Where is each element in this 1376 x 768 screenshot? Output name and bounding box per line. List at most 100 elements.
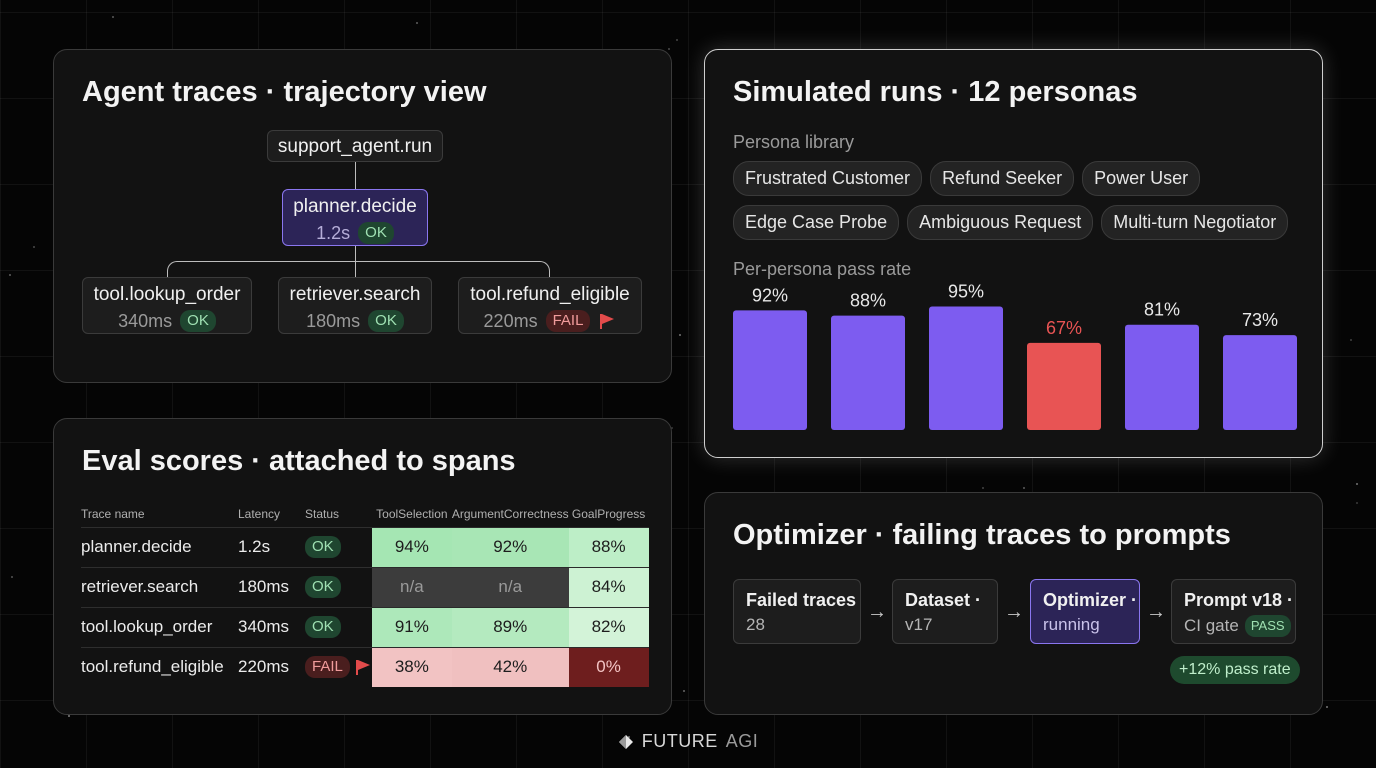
step-title: Failed traces <box>746 590 857 610</box>
pass-rate-label: Per-persona pass rate <box>733 259 912 279</box>
step-failed-traces[interactable]: Failed traces 28 <box>733 579 861 644</box>
bar[interactable] <box>831 315 905 430</box>
status-badge: FAIL <box>305 656 350 679</box>
step-sub: 28 <box>746 615 765 634</box>
persona-chip[interactable]: Refund Seeker <box>930 161 1075 196</box>
cell-trace-name: tool.refund_eligible <box>81 646 238 687</box>
trace-node-refund-eligible[interactable]: tool.refund_eligible 220ms FAIL <box>458 277 642 334</box>
brand-logo-icon <box>618 734 633 749</box>
col-latency: Latency <box>238 506 281 521</box>
persona-chip[interactable]: Power User <box>1082 161 1201 196</box>
node-name: retriever.search <box>289 284 421 305</box>
cell-status: FAIL <box>305 646 372 687</box>
eval-table: Trace name Latency Status ToolSelection … <box>81 501 649 687</box>
star <box>416 22 418 24</box>
node-latency: 340ms <box>118 310 173 331</box>
step-optimizer[interactable]: Optimizer · running <box>1030 579 1140 644</box>
bar[interactable] <box>733 310 807 430</box>
trace-node-retriever-search[interactable]: retriever.search 180ms OK <box>278 277 432 334</box>
step-sub: CI gate <box>1184 616 1239 635</box>
trace-node-planner[interactable]: planner.decide 1.2s OK <box>282 189 428 246</box>
cell-trace-name: retriever.search <box>81 566 238 607</box>
star <box>683 690 685 692</box>
status-badge: OK <box>180 310 216 332</box>
star <box>982 487 984 489</box>
score-cell: 91% <box>371 606 452 647</box>
score-cell: 0% <box>568 646 649 687</box>
pass-rate-chart: 92% 88% 95% 67% 81% 73% <box>733 282 1297 431</box>
arrow-right-icon: → <box>1146 601 1166 623</box>
col-status: Status <box>305 506 340 521</box>
step-title: Prompt v18 · <box>1184 590 1294 610</box>
step-title: Dataset · <box>905 590 982 610</box>
cell-latency: 1.2s <box>238 526 305 567</box>
cell-trace-name: tool.lookup_order <box>81 606 238 647</box>
node-latency: 1.2s <box>316 222 351 243</box>
star <box>668 48 670 50</box>
cell-latency: 220ms <box>238 646 305 687</box>
star <box>1326 706 1328 708</box>
step-title: Optimizer · <box>1043 590 1138 610</box>
col-trace-name: Trace name <box>81 506 145 521</box>
star <box>112 16 114 18</box>
step-dataset[interactable]: Dataset · v17 <box>892 579 998 644</box>
score-cell: n/a <box>371 566 452 607</box>
persona-chips: Frustrated Customer Refund Seeker Power Us… <box>733 161 1303 249</box>
table-row[interactable]: retriever.search 180ms OK n/a n/a 84% <box>81 566 649 607</box>
star <box>1023 487 1025 489</box>
step-prompt-v18[interactable]: Prompt v18 · CI gate PASS <box>1171 579 1296 644</box>
cell-trace-name: planner.decide <box>81 526 238 567</box>
red-flag-icon <box>354 658 372 676</box>
red-flag-icon <box>598 312 616 330</box>
bar[interactable] <box>1027 342 1101 430</box>
star <box>1350 339 1352 341</box>
node-name: planner.decide <box>293 196 417 217</box>
score-cell: 42% <box>451 646 569 687</box>
score-cell: 89% <box>451 606 569 647</box>
persona-chip[interactable]: Frustrated Customer <box>733 161 923 196</box>
bar[interactable] <box>929 306 1003 431</box>
bar-value-label: 88% <box>850 291 886 311</box>
star <box>1356 483 1358 485</box>
eval-title: Eval scores · attached to spans <box>82 445 516 477</box>
persona-chip[interactable]: Multi-turn Negotiator <box>1101 205 1289 240</box>
traces-title: Agent traces · trajectory view <box>82 76 487 108</box>
node-name: tool.lookup_order <box>93 284 241 305</box>
table-row[interactable]: planner.decide 1.2s OK 94% 92% 88% <box>81 526 649 567</box>
table-row[interactable]: tool.lookup_order 340ms OK 91% 89% 82% <box>81 606 649 647</box>
persona-chip[interactable]: Ambiguous Request <box>907 205 1094 240</box>
node-name: tool.refund_eligible <box>470 284 630 305</box>
table-row[interactable]: tool.refund_eligible 220ms FAIL 38% 42% 0% <box>81 646 649 687</box>
star <box>671 427 673 429</box>
connector <box>355 246 356 261</box>
star <box>68 715 70 717</box>
simulated-runs-panel: Simulated runs · 12 personas Persona lib… <box>704 49 1323 458</box>
score-cell: 94% <box>371 526 452 567</box>
score-cell: n/a <box>451 566 569 607</box>
sim-title: Simulated runs · 12 personas <box>733 76 1138 108</box>
trace-node-root[interactable]: support_agent.run <box>267 130 443 162</box>
persona-chip[interactable]: Edge Case Probe <box>733 205 900 240</box>
trace-node-lookup-order[interactable]: tool.lookup_order 340ms OK <box>82 277 252 334</box>
status-badge: OK <box>305 536 341 558</box>
arrow-right-icon: → <box>867 601 887 623</box>
star <box>676 39 678 41</box>
star <box>9 274 11 276</box>
bar[interactable] <box>1125 324 1199 430</box>
status-badge: OK <box>305 616 341 638</box>
brand-name: FUTURE <box>641 731 718 751</box>
score-cell: 82% <box>568 606 649 647</box>
step-sub: v17 <box>905 615 933 634</box>
col-tool-selection: ToolSelection <box>376 506 448 521</box>
bar-value-label: 92% <box>752 285 788 305</box>
cell-status: OK <box>305 606 372 647</box>
table-header-row: Trace name Latency Status ToolSelection … <box>81 501 649 527</box>
status-badge: FAIL <box>545 310 591 332</box>
bar[interactable] <box>1223 335 1297 430</box>
status-badge: OK <box>305 576 341 598</box>
score-cell: 88% <box>568 526 649 567</box>
node-latency: 220ms <box>483 310 538 331</box>
score-cell: 84% <box>568 566 649 607</box>
node-latency: 180ms <box>306 310 361 331</box>
pass-rate-delta-pill: +12% pass rate <box>1170 656 1300 684</box>
